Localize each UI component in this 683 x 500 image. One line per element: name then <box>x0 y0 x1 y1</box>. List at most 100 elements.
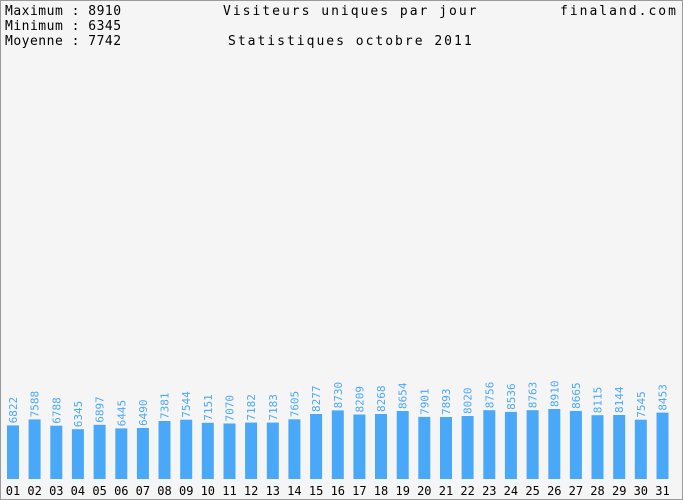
x-tick-label: 05 <box>92 484 106 498</box>
bar-31 <box>656 412 669 479</box>
bar-value-label: 7901 <box>418 388 431 415</box>
x-tick-label: 31 <box>655 484 669 498</box>
bar-value-label: 6788 <box>50 397 63 424</box>
x-tick-label: 14 <box>287 484 301 498</box>
x-tick-label: 08 <box>157 484 171 498</box>
bar-25 <box>526 410 539 479</box>
bar-08 <box>158 421 171 479</box>
x-tick-label: 28 <box>590 484 604 498</box>
bar-12 <box>245 422 258 479</box>
bar-07 <box>136 428 149 479</box>
bar-17 <box>353 414 366 479</box>
x-tick-label: 02 <box>27 484 41 498</box>
stat-minimum: Minimum : 6345 <box>5 19 122 34</box>
bar-28 <box>591 415 604 479</box>
bar-value-label: 7381 <box>159 393 172 420</box>
bar-26 <box>548 409 561 479</box>
bar-01 <box>7 425 19 479</box>
bar-24 <box>504 411 517 479</box>
bar-value-label: 8910 <box>548 381 561 408</box>
bar-21 <box>440 417 452 479</box>
x-tick-label: 06 <box>114 484 128 498</box>
bar-02 <box>28 419 41 479</box>
bar-13 <box>266 422 279 479</box>
bar-value-label: 7605 <box>288 391 301 418</box>
bar-value-label: 8536 <box>505 383 518 410</box>
bar-value-label: 7544 <box>180 391 193 418</box>
bar-value-label: 8268 <box>375 386 388 413</box>
x-tick-label: 29 <box>612 484 626 498</box>
bar-18 <box>375 414 387 479</box>
x-tick-label: 01 <box>6 484 20 498</box>
bar-value-label: 8654 <box>397 382 410 409</box>
x-tick-label: 17 <box>352 484 366 498</box>
bar-05 <box>93 424 106 479</box>
bar-value-label: 7183 <box>267 394 280 421</box>
bar-value-label: 8277 <box>310 386 323 413</box>
bar-19 <box>396 411 409 479</box>
bar-09 <box>180 419 193 479</box>
x-tick-label: 09 <box>179 484 193 498</box>
bar-29 <box>613 415 626 479</box>
chart-subtitle: Statistiques octobre 2011 <box>228 34 474 49</box>
bar-03 <box>50 425 63 479</box>
bar-11 <box>223 423 236 479</box>
x-tick-label: 13 <box>266 484 280 498</box>
x-tick-label: 22 <box>460 484 474 498</box>
x-tick-label: 20 <box>417 484 431 498</box>
x-tick-label: 21 <box>439 484 453 498</box>
bar-16 <box>331 410 344 479</box>
x-tick-label: 15 <box>309 484 323 498</box>
bar-value-label: 7545 <box>635 391 648 418</box>
x-tick-label: 19 <box>395 484 409 498</box>
stat-maximum: Maximum : 8910 <box>5 4 122 19</box>
x-tick-label: 26 <box>547 484 561 498</box>
bar-30 <box>634 419 647 479</box>
bar-value-label: 7588 <box>29 391 42 418</box>
x-tick-label: 12 <box>244 484 258 498</box>
site-name: finaland.com <box>560 4 678 19</box>
bar-value-label: 8020 <box>462 388 475 415</box>
bar-20 <box>418 416 431 479</box>
bar-value-label: 8144 <box>613 386 626 413</box>
bar-04 <box>71 429 84 479</box>
x-tick-label: 04 <box>71 484 85 498</box>
stat-moyenne: Moyenne : 7742 <box>5 34 122 49</box>
bar-15 <box>310 414 323 479</box>
bar-value-label: 6345 <box>72 401 85 428</box>
bar-value-label: 7182 <box>245 394 258 421</box>
bar-value-label: 7151 <box>202 394 215 421</box>
x-tick-label: 23 <box>482 484 496 498</box>
bar-value-label: 6490 <box>137 400 150 427</box>
bar-value-label: 8453 <box>657 384 670 411</box>
x-tick-label: 30 <box>634 484 648 498</box>
x-tick-label: 11 <box>222 484 236 498</box>
bar-value-label: 8209 <box>353 386 366 413</box>
bar-value-label: 8763 <box>527 382 540 409</box>
x-tick-label: 25 <box>525 484 539 498</box>
x-tick-label: 10 <box>201 484 215 498</box>
x-tick-label: 27 <box>569 484 583 498</box>
bar-value-label: 7070 <box>224 395 237 422</box>
bar-14 <box>288 419 301 479</box>
bar-value-label: 8665 <box>570 382 583 409</box>
bar-23 <box>483 410 496 479</box>
bar-06 <box>115 428 128 479</box>
chart-title: Visiteurs uniques par jour <box>223 4 479 19</box>
bar-value-label: 8115 <box>592 387 605 414</box>
bar-value-label: 8730 <box>332 382 345 409</box>
bar-value-label: 6822 <box>7 397 20 424</box>
bar-value-label: 6445 <box>115 400 128 427</box>
x-tick-label: 24 <box>504 484 518 498</box>
bar-value-label: 8756 <box>483 382 496 409</box>
bar-27 <box>569 410 582 479</box>
x-tick-label: 07 <box>136 484 150 498</box>
x-tick-label: 16 <box>331 484 345 498</box>
bar-value-label: 7893 <box>440 389 453 416</box>
x-tick-label: 03 <box>49 484 63 498</box>
bar-22 <box>461 416 474 479</box>
x-tick-label: 18 <box>374 484 388 498</box>
bar-value-label: 6897 <box>94 396 107 423</box>
